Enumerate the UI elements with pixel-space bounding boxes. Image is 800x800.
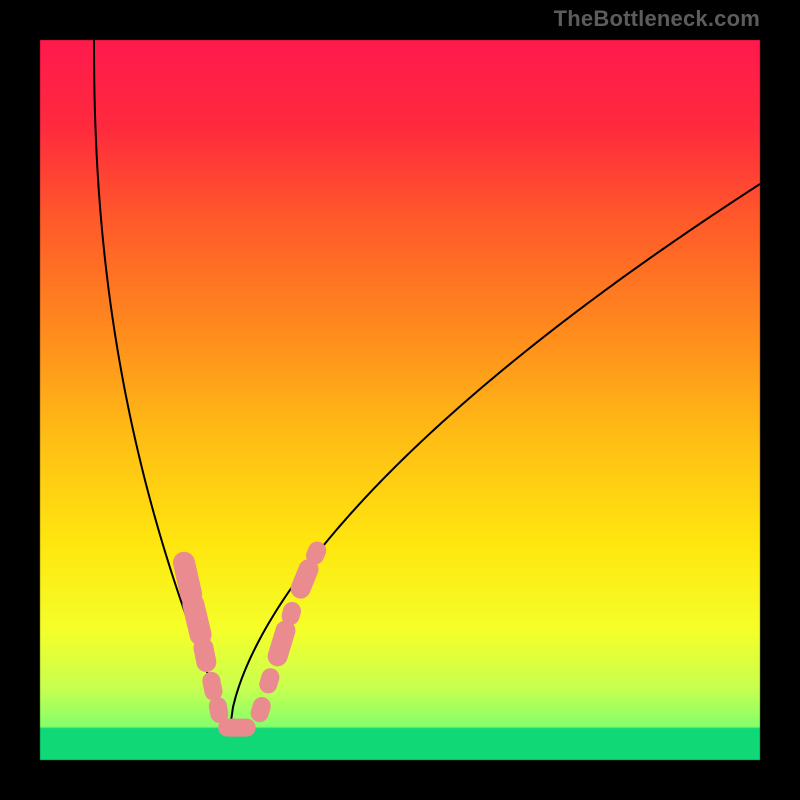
chart-stage: TheBottleneck.com <box>0 0 800 800</box>
watermark-text: TheBottleneck.com <box>554 6 760 32</box>
gradient-canvas <box>0 0 800 800</box>
